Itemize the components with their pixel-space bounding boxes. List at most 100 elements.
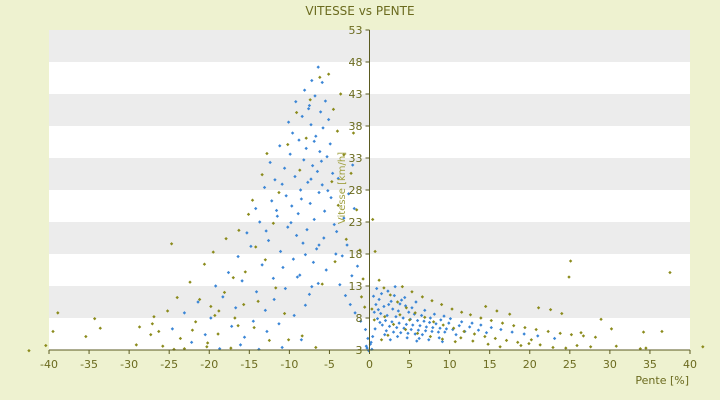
data-point-blue [522,332,526,336]
data-point-olive [338,92,343,96]
data-point-olive [56,311,60,315]
data-point-blue [242,335,247,339]
data-point-olive [551,345,555,350]
data-point-olive [242,302,246,307]
y-tick-label: 3 [356,344,363,357]
data-point-olive [286,142,290,147]
data-point-olive [516,340,520,345]
data-point-blue [332,222,336,227]
data-point-blue [170,327,175,331]
data-point-olive [209,304,213,309]
data-point-olive [149,332,153,337]
data-point-olive [579,331,583,335]
data-point-olive [98,326,102,330]
data-point-olive [237,228,241,233]
data-point-blue [302,158,306,162]
data-point-olive [205,345,209,349]
data-point-blue [318,110,323,114]
y-tick-label: 38 [349,120,363,133]
data-point-olive [701,345,705,349]
x-tick-label: -10 [280,358,298,371]
x-tick-label: 30 [603,358,617,371]
data-point-blue [229,324,234,329]
data-point-blue [510,330,514,334]
data-point-olive [157,329,161,334]
data-point-blue [328,142,332,146]
data-point-blue [209,316,213,320]
data-point-olive [152,315,156,319]
data-point-blue [226,270,231,275]
x-tick-label: -20 [200,358,218,371]
data-point-olive [175,295,179,300]
data-point-olive [169,242,174,246]
x-tick-label: 5 [406,358,413,371]
data-point-olive [188,280,192,284]
data-point-blue [251,319,256,323]
data-point-blue [196,300,200,304]
y-axis-label: Vitesse [km/h] [337,152,348,224]
data-point-blue [312,139,316,144]
x-axis-label: Pente [%] [635,374,689,387]
data-point-blue [189,340,194,345]
data-point-olive [277,190,281,195]
data-point-blue [290,131,295,135]
data-point-olive [252,325,256,330]
data-point-blue [288,152,292,156]
data-point-olive [44,343,48,348]
data-point-blue [342,216,346,220]
data-point-olive [593,335,598,339]
x-tick-labels: -40 -35 -30 -25 -20 -15 -10 -5 0 5 10 15 20 25 30 35 40 [40,350,697,371]
data-point-olive [190,328,195,332]
data-point-blue [233,306,238,310]
data-point-blue [313,94,317,98]
data-point-olive [599,317,603,321]
data-point-olive [254,245,258,249]
data-point-blue [306,180,310,185]
data-point-olive [193,320,198,324]
data-point-olive [178,336,183,341]
data-point-blue [221,295,225,299]
x-tick-label: 15 [483,358,497,371]
data-point-blue [552,336,557,341]
data-point-blue [317,243,321,247]
data-point-olive [224,236,228,241]
data-point-blue [274,208,279,213]
data-point-blue [310,163,315,168]
y-tick-label: 13 [349,280,363,293]
data-point-blue [254,290,259,294]
data-point-olive [371,217,375,222]
y-tick-label: 53 [349,24,363,37]
data-point-blue [301,241,305,245]
data-point-olive [216,332,220,336]
data-point-blue [321,126,325,130]
data-point-olive [354,208,359,212]
data-point-olive [308,98,312,102]
x-tick-label: 40 [683,358,697,371]
data-point-blue [536,334,540,338]
data-point-blue [317,190,321,195]
chart-title: VITESSE vs PENTE [305,4,414,18]
data-point-olive [581,334,586,338]
x-tick-label: 35 [643,358,657,371]
data-point-blue [299,197,304,201]
data-point-olive [294,110,299,115]
data-point-olive [546,329,550,334]
x-tick-label: 10 [443,358,457,371]
x-tick-label: -30 [120,358,138,371]
data-point-blue [294,233,299,238]
data-point-olive [161,344,165,348]
data-point-olive [523,325,527,330]
data-point-blue [308,201,312,206]
x-tick-label: -25 [160,358,178,371]
data-point-olive [137,325,142,329]
data-point-blue [238,343,243,347]
x-tick-label: 25 [563,358,577,371]
data-point-olive [134,343,139,347]
y-tick-label: 28 [349,184,363,197]
y-tick-label: 18 [349,248,363,261]
data-point-blue [326,117,331,122]
data-point-blue [297,138,301,142]
data-point-blue [182,311,187,315]
